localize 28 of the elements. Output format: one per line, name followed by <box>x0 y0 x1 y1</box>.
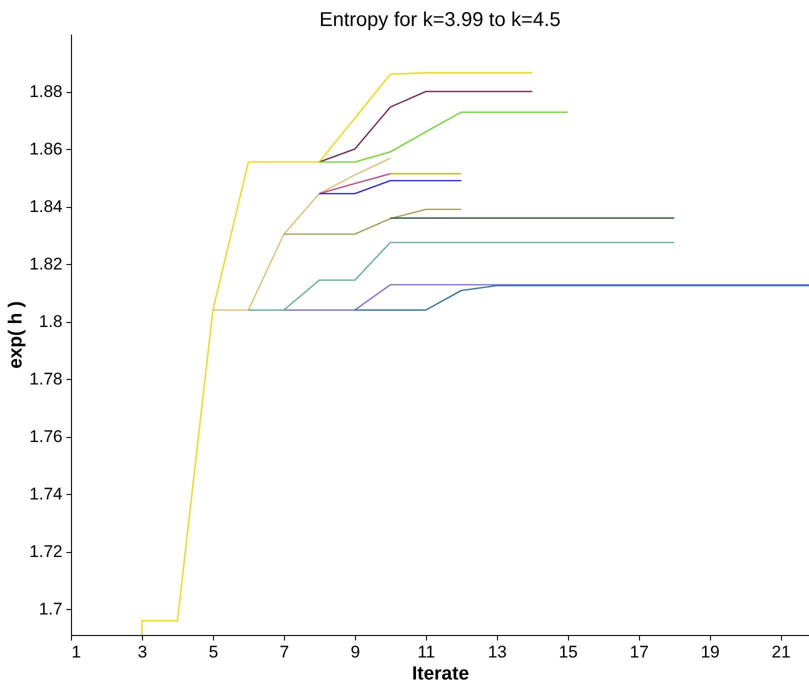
line-series <box>212 158 391 311</box>
y-tick-label: 1.84 <box>29 197 62 216</box>
x-tick-label: 9 <box>350 642 360 662</box>
x-tick-label: 17 <box>630 642 649 662</box>
x-tick-label: 11 <box>417 642 436 662</box>
x-tick-label: 3 <box>138 642 148 662</box>
x-tick-label: 13 <box>488 642 507 662</box>
x-tick-label: 15 <box>558 642 578 662</box>
x-tick-label: 19 <box>700 642 720 662</box>
x-tick-label: 5 <box>208 642 218 662</box>
x-tick-label: 7 <box>280 642 290 662</box>
x-tick-label: 21 <box>772 642 791 662</box>
x-axis-title: Iterate <box>412 664 470 684</box>
y-tick-label: 1.72 <box>29 542 62 562</box>
line-series <box>141 72 533 635</box>
y-axis-title: exp( h ) <box>5 301 26 369</box>
chart-title: Entropy for k=3.99 to k=4.5 <box>319 9 561 31</box>
line-series <box>318 112 568 163</box>
line-series <box>318 90 533 163</box>
y-tick-label: 1.78 <box>29 370 62 389</box>
y-tick-label: 1.8 <box>38 312 62 332</box>
y-tick-label: 1.74 <box>29 484 62 504</box>
x-tick-label: 1 <box>72 642 81 662</box>
y-tick-label: 1.88 <box>29 82 62 102</box>
y-tick-label: 1.76 <box>29 427 62 446</box>
y-tick-label: 1.7 <box>38 600 62 619</box>
y-tick-label: 1.86 <box>29 140 62 159</box>
y-tick-label: 1.82 <box>29 254 62 274</box>
